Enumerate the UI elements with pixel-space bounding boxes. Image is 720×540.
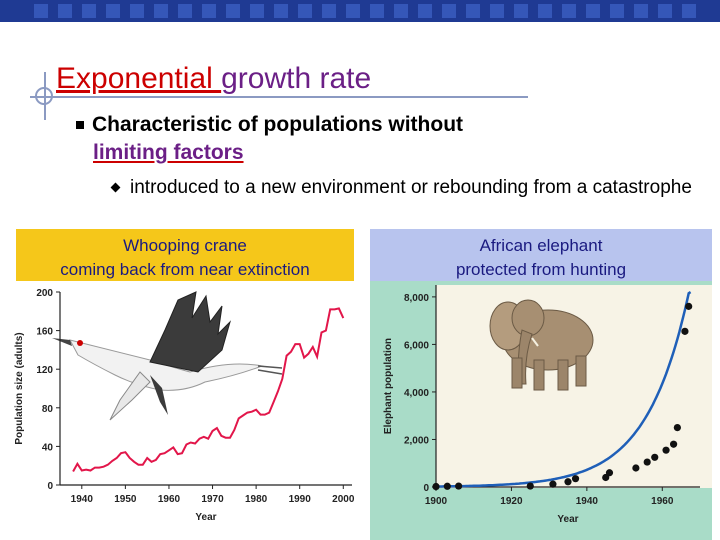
elephant-data-point [571, 475, 580, 483]
elephant-caption-line2: protected from hunting [455, 260, 627, 279]
elephant-data-point [673, 423, 681, 432]
elephant-data-point [443, 482, 451, 490]
banner-square [370, 4, 384, 18]
y-tick-label: 8,000 [404, 293, 429, 304]
bullet-level1: Characteristic of populations without [76, 113, 463, 137]
elephant-data-point [564, 478, 572, 486]
banner-square [82, 4, 96, 18]
banner-square [490, 4, 504, 18]
y-tick-label: 2,000 [404, 435, 429, 446]
banner-square [346, 4, 360, 18]
banner-square [658, 4, 672, 18]
elephant-data-point [662, 446, 670, 454]
bullet-level1-continuation: limiting factors [93, 141, 244, 164]
bullet-level1-text: Characteristic of populations without [92, 113, 464, 136]
banner-square [178, 4, 192, 18]
elephant-data-point [455, 482, 463, 490]
y-tick-label: 0 [47, 481, 53, 492]
elephant-illustration [489, 299, 594, 391]
banner-square [274, 4, 288, 18]
x-tick-label: 1990 [289, 494, 312, 505]
y-axis-title: Population size (adults) [14, 332, 25, 444]
crane-caption: Whooping crane coming back from near exti… [16, 229, 354, 281]
x-tick-label: 1940 [71, 494, 94, 505]
y-tick-label: 6,000 [404, 340, 429, 351]
y-tick-label: 40 [42, 442, 54, 453]
elephant-data-point [643, 458, 651, 466]
banner-square [130, 4, 144, 18]
x-axis-title: Year [557, 514, 578, 525]
banner-square [418, 4, 432, 18]
banner-square [250, 4, 264, 18]
elephant-data-point [632, 464, 640, 472]
crane-caption-line1: Whooping crane [123, 236, 247, 255]
y-tick-label: 120 [36, 365, 53, 376]
y-tick-label: 4,000 [404, 388, 429, 399]
banner-square [538, 4, 552, 18]
elephant-trend-line [436, 291, 692, 488]
banner-square [154, 4, 168, 18]
elephant-data-point [681, 327, 689, 335]
x-tick-label: 1920 [500, 496, 523, 507]
elephant-data-point [549, 480, 557, 488]
top-banner [0, 0, 720, 22]
banner-square [586, 4, 600, 18]
x-tick-label: 2000 [332, 494, 355, 505]
banner-square [394, 4, 408, 18]
banner-square [226, 4, 240, 18]
x-tick-label: 1950 [114, 494, 137, 505]
elephant-data-point [526, 482, 534, 490]
banner-square [322, 4, 336, 18]
banner-square [682, 4, 696, 18]
elephant-caption: African elephant protected from hunting [370, 229, 712, 281]
x-tick-label: 1940 [576, 496, 599, 507]
banner-square [202, 4, 216, 18]
elephant-data-point [685, 302, 693, 310]
banner-square [298, 4, 312, 18]
crane-series-line [72, 307, 345, 472]
x-tick-label: 1960 [158, 494, 181, 505]
x-axis-title: Year [195, 512, 216, 523]
slide-title: Exponential growth rate [56, 62, 371, 96]
title-rule [30, 96, 528, 98]
crosshair-icon [35, 87, 53, 105]
elephant-chart: 1900 1920 1940 1960 0 2,000 4,000 6,000 8,000 Yea… [383, 285, 700, 525]
banner-square [106, 4, 120, 18]
banner-square [562, 4, 576, 18]
banner-square [610, 4, 624, 18]
banner-square [466, 4, 480, 18]
banner-square [34, 4, 48, 18]
y-tick-label: 200 [36, 288, 53, 299]
bullet-level2-text: introduced to a new environment or rebou… [130, 177, 692, 198]
x-tick-label: 1960 [651, 496, 674, 507]
y-axis-title: Elephant population [383, 338, 394, 434]
elephant-data-point [432, 482, 440, 491]
elephant-data-point [651, 453, 659, 461]
square-bullet-icon [76, 121, 84, 130]
crane-caption-line2: coming back from near extinction [60, 260, 310, 279]
slide-title-accent: Exponential [56, 62, 222, 95]
banner-square [442, 4, 456, 18]
x-tick-label: 1970 [201, 494, 224, 505]
y-tick-label: 0 [423, 483, 429, 494]
x-tick-label: 1900 [425, 496, 448, 507]
banner-square [634, 4, 648, 18]
y-tick-label: 80 [42, 404, 54, 415]
x-tick-label: 1980 [245, 494, 268, 505]
elephant-data-point [605, 469, 614, 477]
elephant-caption-line1: African elephant [479, 236, 603, 255]
banner-square [58, 4, 72, 18]
slide-title-rest: growth rate [221, 62, 372, 95]
banner-square [514, 4, 528, 18]
y-tick-label: 160 [36, 327, 53, 338]
elephant-data-point [670, 440, 678, 448]
whooping-crane-illustration [52, 291, 283, 421]
crane-chart: 1940 1950 1960 1970 1980 1990 2000 0 40 80 120 160 2… [14, 288, 355, 523]
